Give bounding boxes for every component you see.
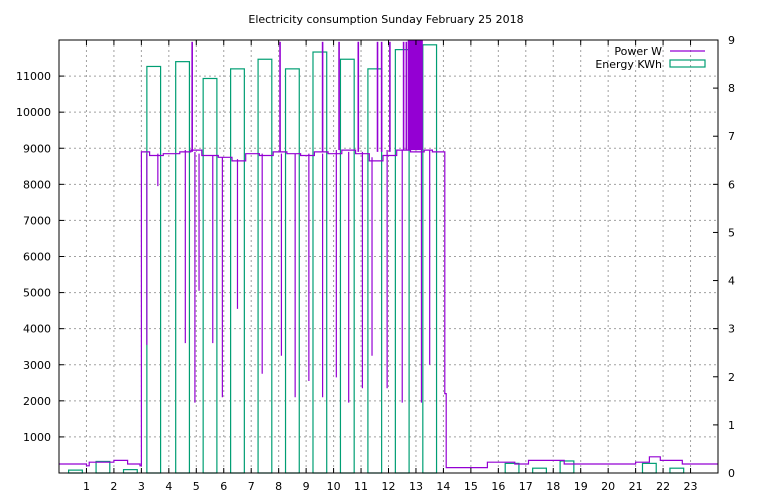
- y2-tick-label: 7: [728, 130, 735, 143]
- x-tick-label: 22: [656, 480, 670, 493]
- energy-bar: [257, 58, 273, 474]
- energy-bar: [284, 68, 300, 474]
- y2-tick-label: 2: [728, 371, 735, 384]
- x-tick-label: 23: [684, 480, 698, 493]
- y-tick-label: 10000: [16, 106, 51, 119]
- energy-bar: [175, 61, 191, 474]
- x-tick-label: 19: [574, 480, 588, 493]
- x-tick-label: 21: [629, 480, 643, 493]
- x-tick-label: 7: [248, 480, 255, 493]
- energy-bar: [146, 65, 162, 474]
- chart-title: Electricity consumption Sunday February …: [248, 13, 523, 26]
- energy-bar: [95, 460, 111, 474]
- y2-tick-label: 1: [728, 419, 735, 432]
- x-tick-label: 17: [519, 480, 533, 493]
- x-tick-label: 4: [165, 480, 172, 493]
- y2-tick-label: 8: [728, 82, 735, 95]
- y2-tick-label: 3: [728, 323, 735, 336]
- energy-bar: [339, 58, 355, 474]
- x-tick-label: 2: [110, 480, 117, 493]
- y2-tick-label: 9: [728, 34, 735, 47]
- x-tick-label: 1: [83, 480, 90, 493]
- x-tick-label: 11: [354, 480, 368, 493]
- y-tick-label: 11000: [16, 70, 51, 83]
- y-tick-label: 2000: [23, 395, 51, 408]
- energy-bar: [367, 68, 383, 474]
- x-tick-label: 9: [303, 480, 310, 493]
- x-tick-label: 10: [327, 480, 341, 493]
- x-tick-label: 16: [491, 480, 505, 493]
- x-tick-label: 13: [409, 480, 423, 493]
- y2-tick-label: 4: [728, 275, 735, 288]
- x-tick-label: 18: [546, 480, 560, 493]
- power-series: [59, 40, 718, 469]
- x-tick-label: 12: [382, 480, 396, 493]
- y-tick-label: 9000: [23, 142, 51, 155]
- energy-bar: [641, 462, 657, 474]
- legend-energy-label: Energy KWh: [595, 58, 662, 71]
- legend-energy-swatch: [669, 59, 706, 68]
- x-tick-label: 3: [138, 480, 145, 493]
- energy-bar: [559, 460, 575, 474]
- energy-bar: [669, 467, 685, 474]
- power-line: [59, 149, 718, 469]
- energy-bar: [532, 467, 547, 474]
- x-tick-label: 5: [193, 480, 200, 493]
- y2-tick-label: 0: [728, 467, 735, 480]
- y-tick-label: 5000: [23, 287, 51, 300]
- x-tick-label: 20: [601, 480, 615, 493]
- x-tick-label: 8: [275, 480, 282, 493]
- x-tick-label: 15: [464, 480, 478, 493]
- energy-series: [68, 44, 685, 474]
- x-tick-label: 6: [220, 480, 227, 493]
- energy-bar: [504, 462, 520, 474]
- energy-bar: [312, 51, 328, 474]
- y-tick-label: 6000: [23, 251, 51, 264]
- energy-bar: [202, 77, 218, 474]
- y-tick-label: 4000: [23, 323, 51, 336]
- y2-tick-label: 5: [728, 226, 735, 239]
- axes: 1 2 3 4 5 6 7 8 9 10 11 12 13 14 15 16 17 18 19 20 21 22 23100…: [16, 34, 735, 493]
- y-tick-label: 8000: [23, 178, 51, 191]
- legend-power-label: Power W: [614, 45, 662, 58]
- x-tick-label: 14: [436, 480, 450, 493]
- grid: [59, 40, 718, 473]
- energy-bar: [122, 469, 138, 474]
- y-tick-label: 1000: [23, 431, 51, 444]
- power-spike-cluster: [407, 40, 423, 151]
- y-tick-label: 7000: [23, 214, 51, 227]
- y-tick-label: 3000: [23, 359, 51, 372]
- legend: Power W Energy KWh: [595, 45, 706, 71]
- y2-tick-label: 6: [728, 178, 735, 191]
